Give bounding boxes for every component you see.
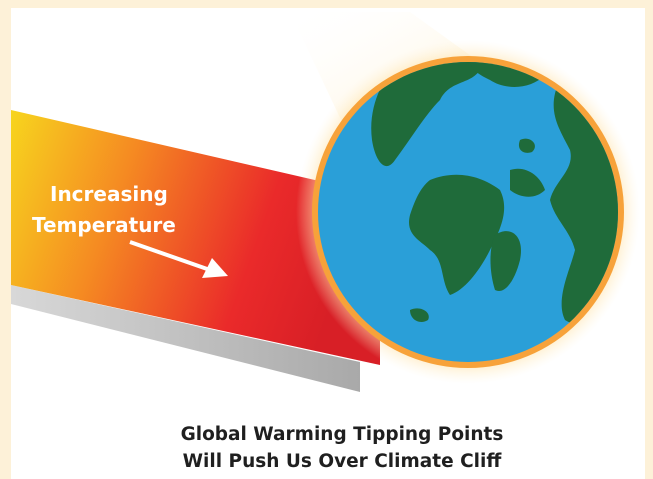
label-line: Increasing xyxy=(50,182,168,206)
ramp-side xyxy=(11,285,360,392)
ramp-top xyxy=(11,110,380,365)
continents xyxy=(371,62,618,324)
caption-line: Will Push Us Over Climate Cliff xyxy=(183,451,503,472)
arrow-shaft xyxy=(129,240,211,272)
label-line: Temperature xyxy=(32,213,176,237)
arrow-head xyxy=(202,258,228,278)
caption-line: Global Warming Tipping Points xyxy=(181,424,504,445)
